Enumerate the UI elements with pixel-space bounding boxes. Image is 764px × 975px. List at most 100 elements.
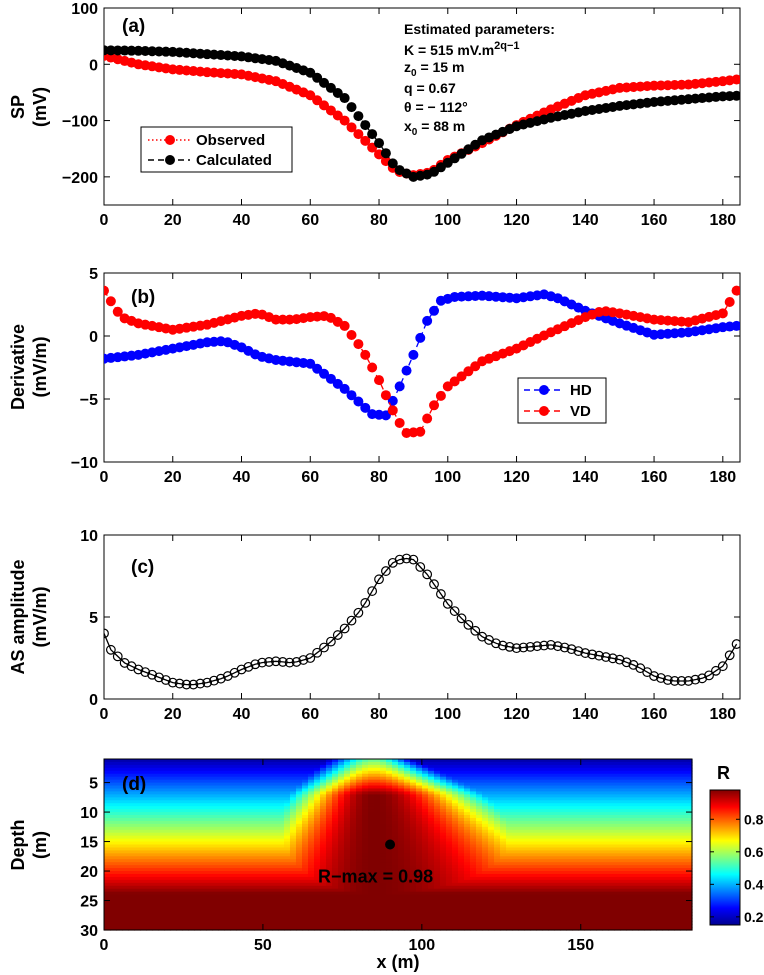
heatmap-cell: [464, 764, 471, 769]
heatmap-cell: [224, 806, 231, 810]
heatmap-cell: [326, 770, 333, 775]
data-point: [690, 674, 701, 685]
heatmap-cell: [158, 885, 165, 890]
heatmap-cell: [332, 879, 339, 884]
heatmap-cell: [218, 761, 225, 766]
heatmap-cell: [452, 815, 459, 819]
heatmap-cell: [374, 868, 381, 872]
heatmap-cell: [260, 865, 267, 869]
heatmap-cell: [206, 915, 213, 919]
heatmap-cell: [398, 862, 405, 866]
heatmap-cell: [350, 812, 357, 816]
heatmap-cell: [374, 906, 381, 910]
heatmap-cell: [296, 761, 303, 766]
heatmap-cell: [440, 826, 447, 831]
heatmap-cell: [512, 885, 519, 890]
heatmap-cell: [116, 873, 123, 878]
heatmap-cell: [242, 900, 249, 905]
heatmap-cell: [332, 776, 339, 781]
heatmap-cell: [536, 838, 543, 843]
heatmap-cell: [536, 853, 543, 857]
heatmap-cell: [464, 865, 471, 869]
heatmap-cell: [272, 888, 279, 893]
heatmap-cell: [344, 868, 351, 872]
heatmap-cell: [188, 791, 195, 795]
heatmap-cell: [284, 921, 291, 925]
heatmap-cell: [356, 915, 363, 919]
heatmap-cell: [518, 909, 525, 913]
heatmap-cell: [476, 759, 483, 763]
heatmap-cell: [218, 906, 225, 910]
heatmap-cell: [230, 759, 237, 763]
heatmap-cell: [230, 829, 237, 834]
heatmap-cell: [170, 915, 177, 919]
y-label-c-line1: AS amplitude: [8, 559, 28, 674]
heatmap-cell: [362, 838, 369, 843]
data-point: [325, 105, 336, 116]
heatmap-cell: [362, 850, 369, 854]
heatmap-cell: [224, 871, 231, 875]
heatmap-cell: [272, 844, 279, 849]
heatmap-cell: [344, 812, 351, 816]
data-point: [662, 675, 673, 685]
heatmap-cell: [140, 776, 147, 781]
heatmap-cell: [260, 888, 267, 893]
heatmap-cell: [380, 800, 387, 804]
heatmap-cell: [536, 817, 543, 822]
data-point: [717, 308, 728, 319]
heatmap-cell: [494, 879, 501, 884]
heatmap-cell: [128, 865, 135, 869]
heatmap-cell: [140, 794, 147, 798]
heatmap-cell: [296, 770, 303, 775]
heatmap-cell: [104, 847, 111, 851]
heatmap-cell: [506, 927, 513, 931]
heatmap-cell: [230, 812, 237, 816]
heatmap-cell: [356, 770, 363, 775]
heatmap-cell: [152, 906, 159, 910]
heatmap-cell: [134, 788, 141, 793]
heatmap-cell: [320, 915, 327, 919]
heatmap-cell: [368, 794, 375, 798]
heatmap-cell: [278, 915, 285, 919]
heatmap-cell: [302, 912, 309, 916]
heatmap-cell: [446, 918, 453, 922]
heatmap-cell: [326, 826, 333, 831]
data-point: [319, 77, 330, 88]
heatmap-cell: [518, 773, 525, 778]
heatmap-cell: [230, 924, 237, 928]
heatmap-cell: [506, 761, 513, 766]
heatmap-cell: [266, 838, 273, 843]
heatmap-cell: [500, 882, 507, 887]
heatmap-cell: [248, 885, 255, 890]
heatmap-cell: [398, 820, 405, 825]
heatmap-cell: [140, 856, 147, 860]
heatmap-cell: [368, 856, 375, 860]
heatmap-cell: [338, 826, 345, 831]
heatmap-cell: [518, 862, 525, 866]
heatmap-cell: [308, 773, 315, 778]
heatmap-cell: [440, 773, 447, 778]
heatmap-cell: [554, 773, 561, 778]
heatmap-cell: [266, 791, 273, 795]
heatmap-cell: [428, 891, 435, 896]
heatmap-cell: [248, 871, 255, 875]
heatmap-cell: [362, 767, 369, 772]
heatmap-cell: [188, 865, 195, 869]
heatmap-cell: [296, 820, 303, 825]
heatmap-cell: [152, 770, 159, 775]
heatmap-cell: [464, 891, 471, 896]
heatmap-cell: [350, 871, 357, 875]
heatmap-cell: [476, 800, 483, 804]
heatmap-cell: [320, 794, 327, 798]
heatmap-cell: [176, 764, 183, 769]
heatmap-cell: [194, 820, 201, 825]
heatmap-cell: [110, 767, 117, 772]
heatmap-cell: [494, 894, 501, 899]
heatmap-cell: [146, 817, 153, 822]
heatmap-cell: [206, 788, 213, 793]
heatmap-cell: [458, 823, 465, 828]
heatmap-cell: [188, 859, 195, 863]
heatmap-cell: [440, 776, 447, 781]
heatmap-cell: [374, 927, 381, 931]
heatmap-cell: [224, 879, 231, 884]
